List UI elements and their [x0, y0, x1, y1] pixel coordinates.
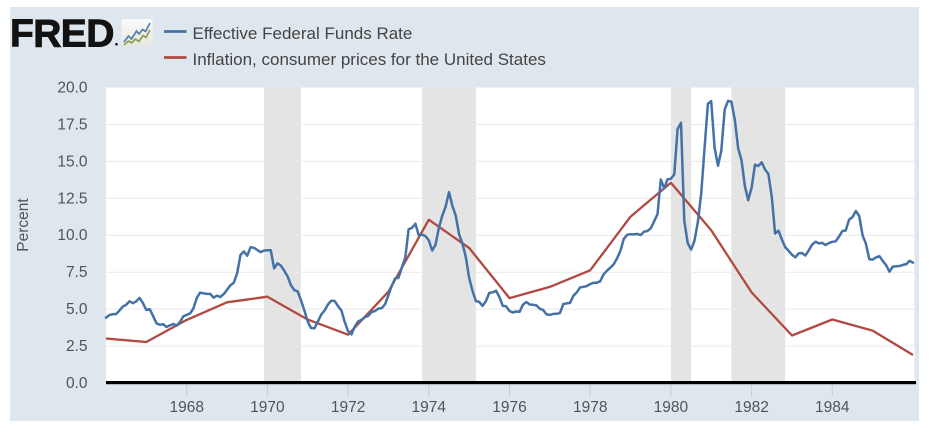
svg-text:1970: 1970 [250, 399, 285, 416]
svg-text:20.0: 20.0 [57, 80, 88, 97]
svg-text:Inflation, consumer prices for: Inflation, consumer prices for the Unite… [193, 50, 546, 69]
svg-text:17.5: 17.5 [57, 116, 87, 133]
svg-text:2.5: 2.5 [66, 338, 88, 355]
svg-text:FRED: FRED [10, 13, 114, 56]
svg-text:1968: 1968 [169, 399, 203, 416]
svg-text:15.0: 15.0 [57, 153, 88, 170]
svg-text:1982: 1982 [734, 399, 768, 416]
svg-text:1972: 1972 [331, 399, 365, 416]
svg-text:0.0: 0.0 [66, 375, 88, 392]
svg-text:10.0: 10.0 [57, 227, 88, 244]
svg-text:1978: 1978 [573, 399, 607, 416]
svg-text:1984: 1984 [815, 399, 850, 416]
svg-text:Percent: Percent [15, 198, 32, 252]
svg-text:1980: 1980 [654, 399, 689, 416]
svg-text:1976: 1976 [492, 399, 526, 416]
svg-text:12.5: 12.5 [57, 190, 87, 207]
svg-text:7.5: 7.5 [66, 264, 88, 281]
svg-text:5.0: 5.0 [66, 301, 88, 318]
svg-text:Effective Federal Funds Rate: Effective Federal Funds Rate [193, 24, 413, 43]
svg-text:1974: 1974 [412, 399, 447, 416]
